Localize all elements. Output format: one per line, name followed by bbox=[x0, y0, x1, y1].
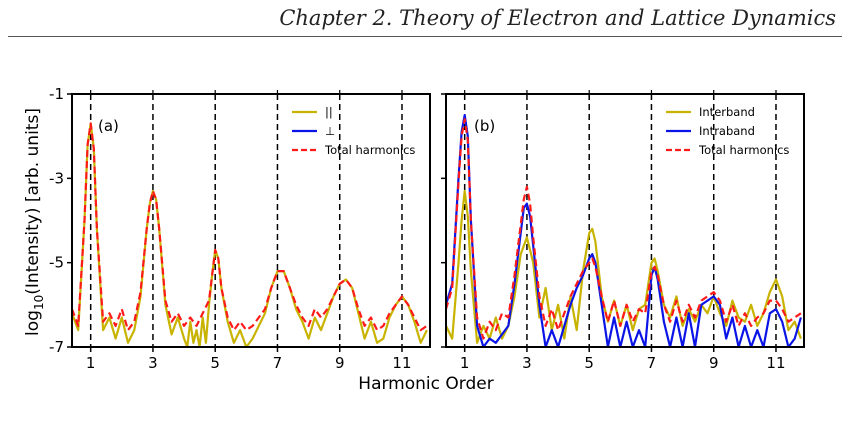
legend-entry: Total harmonics bbox=[324, 143, 415, 157]
y-tick-label: -1 bbox=[49, 85, 64, 103]
series-line-parallel bbox=[72, 122, 428, 347]
plot-frame bbox=[445, 93, 805, 348]
y-axis-label: log10(Intensity) [arb. units] bbox=[23, 108, 46, 336]
panel-label: (b) bbox=[474, 117, 495, 135]
x-tick-label: 9 bbox=[335, 354, 345, 372]
x-tick-label: 5 bbox=[210, 354, 220, 372]
panel-b-chart: 1 3 5 7 9 11 (b) Interband Intraband Total harmon… bbox=[441, 90, 805, 372]
legend-entry: || bbox=[325, 105, 333, 119]
header-divider bbox=[8, 36, 842, 37]
x-tick-label: 1 bbox=[460, 354, 470, 372]
y-tick-label: -7 bbox=[49, 338, 64, 356]
series-line-intraband bbox=[446, 114, 802, 347]
x-tick-label: 9 bbox=[709, 354, 719, 372]
legend-entry: Interband bbox=[699, 105, 755, 119]
x-tick-label: 7 bbox=[273, 354, 283, 372]
y-tick-label: -3 bbox=[49, 169, 64, 187]
page-header-title: Chapter 2. Theory of Electron and Lattic… bbox=[279, 6, 836, 30]
x-tick-label: 1 bbox=[86, 354, 96, 372]
series-line-total bbox=[72, 122, 428, 332]
plot-frame bbox=[71, 93, 431, 348]
legend-entry: ⊥ bbox=[325, 124, 335, 138]
x-tick-label: 7 bbox=[647, 354, 657, 372]
x-tick-label: 11 bbox=[392, 354, 411, 372]
panel-label: (a) bbox=[98, 117, 119, 135]
legend-entry: Intraband bbox=[699, 124, 755, 138]
x-axis-label: Harmonic Order bbox=[358, 374, 493, 394]
legend-entry: Total harmonics bbox=[698, 143, 789, 157]
x-tick-label: 3 bbox=[148, 354, 158, 372]
x-tick-label: 3 bbox=[522, 354, 532, 372]
panel-a-chart: 1 3 5 7 9 11 -1 -3 -5 -7 (a) || ⊥ Total harmonics bbox=[49, 85, 431, 372]
x-tick-label: 11 bbox=[766, 354, 785, 372]
x-tick-label: 5 bbox=[584, 354, 594, 372]
y-tick-label: -5 bbox=[49, 254, 64, 272]
